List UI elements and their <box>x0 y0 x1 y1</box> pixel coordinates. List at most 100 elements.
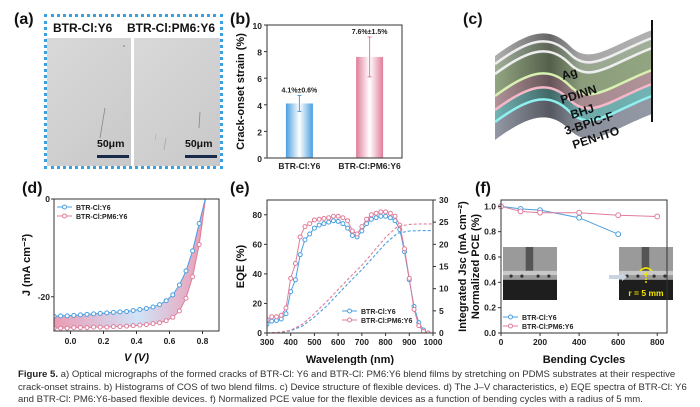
crack-marks <box>99 45 125 139</box>
series-btr-cl-pm6-y6-point <box>190 274 196 280</box>
series-btr-cl-y6-point <box>269 318 275 324</box>
series-btr-cl-y6-point <box>345 225 351 231</box>
y-axis-label: Normalized PCE (%) <box>470 214 482 319</box>
series-btr-cl-y6-point <box>335 218 341 224</box>
legend-label: BTR-Cl:Y6 <box>361 309 396 316</box>
series-btr-cl-pm6-y6-point <box>335 213 341 219</box>
y-right-tick-label: 0 <box>439 328 444 338</box>
x-tick-label: 200 <box>533 337 547 347</box>
x-tick-label: 0.2 <box>98 336 110 346</box>
legend-marker <box>347 317 352 323</box>
y-tick-label: 0 <box>45 194 50 204</box>
device-structure-diagram: Ag PDINN BHJ 3-BPIC-F PEN-ITO <box>494 20 653 152</box>
legend-label: BTR-Cl:Y6 <box>76 205 111 212</box>
series-btr-cl-y6-point <box>84 311 90 317</box>
data-label-1: 4.1%±0.6% <box>282 87 319 94</box>
y-right-tick-label: 10 <box>439 284 449 294</box>
micrograph-title-1: BTR-Cl:Y6 <box>53 21 113 35</box>
series-btr-cl-pm6-y6-point <box>537 209 543 216</box>
series-btr-cl-pm6-y6-point <box>406 275 412 281</box>
y-tick-label: 10 <box>253 21 263 31</box>
series-btr-cl-y6-point <box>292 277 298 283</box>
series-btr-cl-y6-point <box>576 214 583 221</box>
series-btr-cl-y6-point <box>170 292 176 298</box>
series-btr-cl-y6-point <box>615 231 622 238</box>
series-btr-cl-pm6-y6-point <box>576 209 583 216</box>
plot-frame <box>266 24 403 159</box>
series-btr-cl-y6-point <box>373 215 379 221</box>
micrograph-frame <box>44 14 223 169</box>
x-tick-label: 0 <box>499 337 504 347</box>
screw <box>520 274 524 278</box>
series-btr-cl-pm6-y6-point <box>163 318 169 324</box>
series-btr-cl-pm6-y6-point <box>392 213 398 219</box>
series-btr-cl-y6-point <box>124 308 130 314</box>
inset-photo-bent: r = 5 mm <box>619 247 673 300</box>
x-tick-label: BTR-Cl:PM6:Y6 <box>338 161 401 171</box>
arrow-head-icon <box>622 273 627 281</box>
y-right-axis-label: Integrated Jsc (mA cm⁻²) <box>457 201 469 332</box>
series-btr-cl-pm6-y6-point <box>183 295 189 301</box>
plot-area <box>267 209 433 333</box>
series-btr-cl-pm6-y6-integrated-jsc-line <box>267 223 433 333</box>
series-btr-cl-pm6-y6-point <box>77 325 83 331</box>
legend-marker <box>62 204 67 210</box>
y-tick-label: 60 <box>253 239 263 249</box>
y-tick-label: -20 <box>38 292 51 302</box>
series-btr-cl-pm6-y6-point <box>288 275 294 281</box>
series-btr-cl-y6-point <box>190 248 196 254</box>
layer-interface-5 <box>494 94 653 124</box>
y-tick-label: 0 <box>257 328 262 338</box>
series-btr-cl-y6-point <box>97 310 103 316</box>
series-btr-cl-pm6-y6-point <box>307 221 313 227</box>
series-btr-cl-pm6-y6-point <box>373 210 379 216</box>
series-btr-cl-pm6-y6-point <box>97 324 103 330</box>
series-btr-cl-y6-point <box>104 310 110 316</box>
y-tick-label: 0 <box>257 154 262 164</box>
screw <box>509 274 513 278</box>
series-btr-cl-pm6-y6-point <box>354 231 360 237</box>
layer-interface-2 <box>494 46 653 76</box>
y-tick-label: 40 <box>253 269 263 279</box>
series-btr-cl-pm6-y6-point <box>345 218 351 224</box>
series-btr-cl-y6-point <box>307 231 313 237</box>
series-btr-cl-pm6-y6-point <box>130 323 136 329</box>
legend-label: BTR-Cl:PM6:Y6 <box>361 318 412 325</box>
series-btr-cl-y6-point <box>326 219 332 225</box>
y-tick-label: 0.6 <box>484 252 496 262</box>
series-btr-cl-y6-point <box>150 304 156 310</box>
series-btr-cl-y6-point <box>71 312 77 318</box>
scale-bar-2 <box>185 155 217 158</box>
y-right-tick-label: 20 <box>439 239 449 249</box>
series-btr-cl-y6-point <box>183 268 189 274</box>
series-btr-cl-pm6-y6-point <box>205 199 207 200</box>
x-tick-label: 0.8 <box>197 336 209 346</box>
x-axis-label: Wavelength (nm) <box>306 354 395 365</box>
series-btr-cl-y6-point <box>205 199 207 200</box>
series-btr-cl-pm6-y6-point <box>654 213 661 220</box>
series-btr-cl-pm6-y6-point <box>316 216 322 222</box>
series-btr-cl-pm6-y6-point <box>321 215 327 221</box>
panel-a-label: (a) <box>14 11 34 28</box>
x-tick-label: 800 <box>650 337 664 347</box>
series-btr-cl-y6-point <box>157 302 163 308</box>
y-tick-label: 0.2 <box>484 303 496 313</box>
clamp-slot <box>641 247 650 271</box>
series-btr-cl-y6-point <box>283 311 289 317</box>
y-tick-label: 1.0 <box>484 201 496 211</box>
x-tick-label: 0.6 <box>164 336 176 346</box>
series-btr-cl-pm6-y6-point <box>137 322 143 328</box>
legend-label: BTR-Cl:Y6 <box>522 315 557 322</box>
series-btr-cl-y6-point <box>378 213 384 219</box>
series-btr-cl-pm6-y6-line <box>500 205 658 217</box>
chart-jv-characteristics: 0.0 0.2 0.4 0.6 0.8 0 -20 V (V) J (mA cm⁻²) BTR-C… <box>21 194 220 364</box>
series-btr-cl-pm6-y6-point <box>124 323 130 329</box>
series-btr-cl-y6-point <box>316 222 322 228</box>
series-btr-cl-y6-point <box>302 237 308 243</box>
panel-e-label: (e) <box>230 180 250 197</box>
x-tick-label: 600 <box>331 337 345 347</box>
legend-label: BTR-Cl:PM6:Y6 <box>522 324 573 331</box>
series-btr-cl-pm6-y6-point <box>615 212 622 219</box>
series-btr-cl-pm6-y6-point <box>170 314 176 320</box>
panel-c-label: (c) <box>463 11 483 28</box>
